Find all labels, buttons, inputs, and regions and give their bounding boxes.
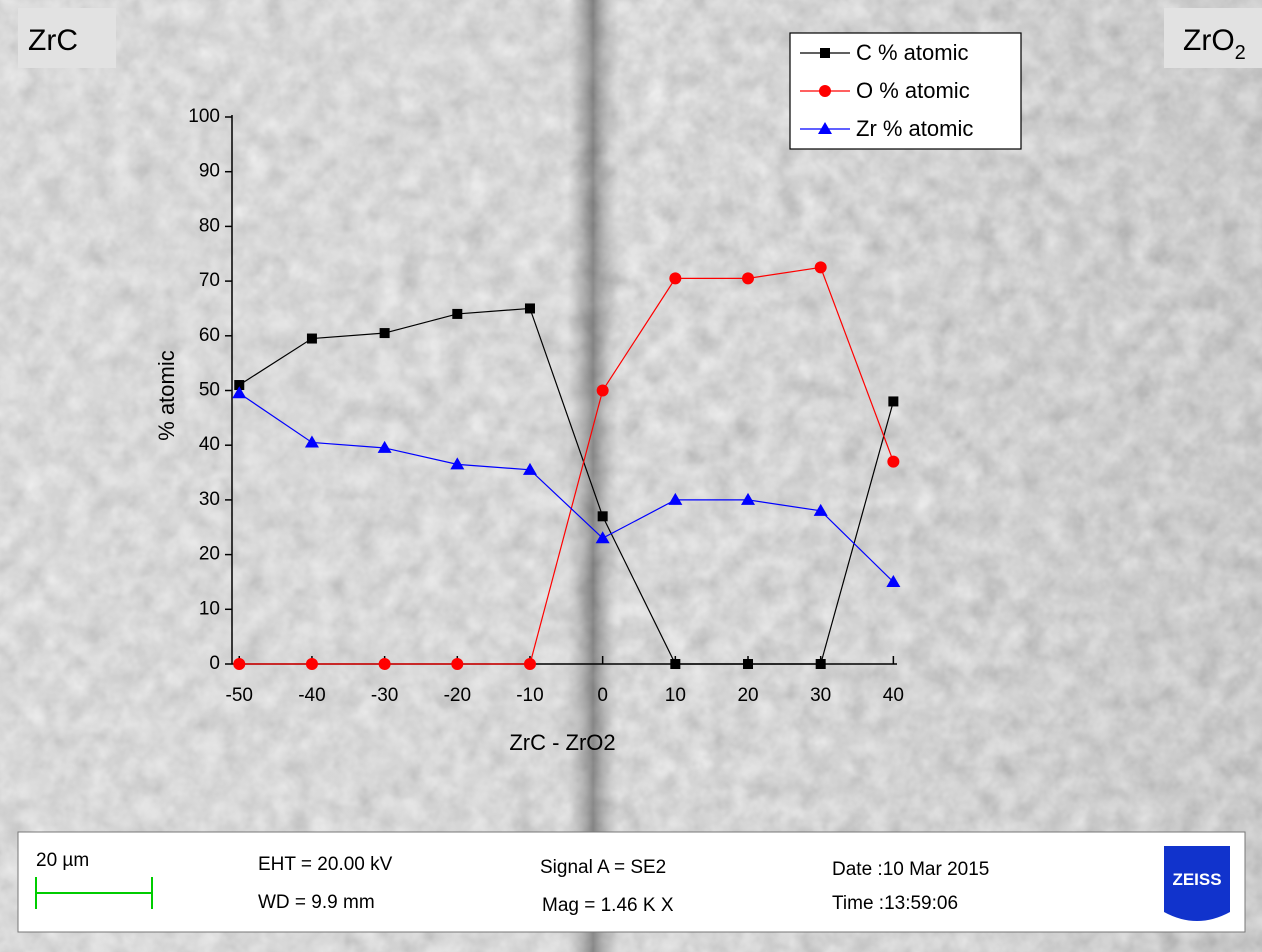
series-line (238, 392, 894, 583)
legend-label: Zr % atomic (856, 116, 973, 141)
marker (595, 531, 610, 544)
x-tick-label: 10 (665, 685, 686, 706)
marker (522, 462, 537, 475)
signal: Signal A = SE2 (540, 857, 666, 878)
date: Date :10 Mar 2015 (832, 859, 989, 880)
region-label: ZrC (28, 24, 78, 57)
legend-label: C % atomic (856, 40, 968, 65)
y-tick-label: 90 (199, 161, 220, 182)
marker (813, 503, 828, 516)
marker (819, 85, 831, 97)
plot: 0 10 20 30 40 50 60 70 80 90 100 -50 -40 -30 -20 -10 0 10… (154, 32, 1022, 755)
y-axis-title: % atomic (154, 350, 179, 440)
eht: EHT = 20.00 kV (258, 854, 393, 875)
scale-label: 20 µm (36, 850, 89, 871)
legend: C % atomic O % atomic Zr % atomic (789, 32, 1022, 150)
marker (814, 261, 827, 274)
marker (523, 658, 536, 670)
marker (820, 48, 830, 58)
y-tick-label: 0 (209, 653, 220, 674)
marker (743, 659, 754, 669)
marker (524, 303, 535, 314)
info-bar (17, 831, 1246, 933)
x-tick-label: 30 (810, 685, 831, 706)
y-tick-label: 30 (199, 489, 220, 510)
series-line (239, 266, 894, 665)
logo: ZEISS (1172, 870, 1221, 889)
marker (306, 333, 317, 344)
marker (888, 396, 899, 407)
mag: Mag = 1.46 K X (542, 895, 674, 916)
marker (379, 328, 390, 339)
x-tick-label: 0 (597, 685, 608, 706)
y-tick-label: 100 (188, 106, 220, 127)
x-tick-label: -30 (371, 685, 398, 706)
marker (450, 457, 465, 470)
label-subscript: 2 (1235, 42, 1246, 64)
x-tick-label: -50 (226, 685, 253, 706)
time: Time :13:59:06 (832, 893, 958, 914)
y-tick-label: 20 (199, 544, 220, 565)
marker (377, 440, 392, 453)
x-tick-label: 20 (737, 685, 758, 706)
x-axis-title: ZrC - ZrO2 (509, 730, 615, 755)
y-tick-label: 50 (199, 380, 220, 401)
marker (232, 386, 247, 399)
label-box (1164, 8, 1262, 68)
y-tick-label: 70 (199, 270, 220, 291)
x-tick-label: -20 (444, 685, 471, 706)
x-tick-label: 40 (883, 685, 904, 706)
marker (378, 658, 391, 670)
marker (669, 272, 682, 285)
marker (668, 492, 683, 505)
marker (452, 308, 463, 319)
y-tick-label: 60 (199, 325, 220, 346)
marker (596, 384, 609, 397)
marker (597, 511, 608, 522)
y-tick-label: 40 (199, 434, 220, 455)
marker (305, 658, 318, 670)
marker (670, 659, 681, 669)
marker (887, 455, 900, 468)
marker (886, 574, 901, 587)
series-line (238, 307, 894, 665)
wd: WD = 9.9 mm (258, 892, 375, 913)
x-tick-label: -40 (298, 685, 325, 706)
marker (815, 659, 826, 669)
marker (234, 380, 245, 391)
label-box (18, 8, 116, 68)
legend-label: O % atomic (856, 78, 970, 103)
marker (451, 658, 464, 670)
x-tick-label: -10 (516, 685, 543, 706)
marker (818, 122, 832, 134)
marker (304, 435, 319, 448)
marker (742, 272, 755, 285)
marker (233, 658, 246, 670)
y-tick-label: 80 (199, 215, 220, 236)
y-tick-label: 10 (199, 598, 220, 619)
logo-shape (1164, 846, 1230, 921)
marker (741, 492, 756, 505)
region-label: ZrO2 (1183, 24, 1246, 64)
label-base: ZrO (1183, 24, 1235, 57)
